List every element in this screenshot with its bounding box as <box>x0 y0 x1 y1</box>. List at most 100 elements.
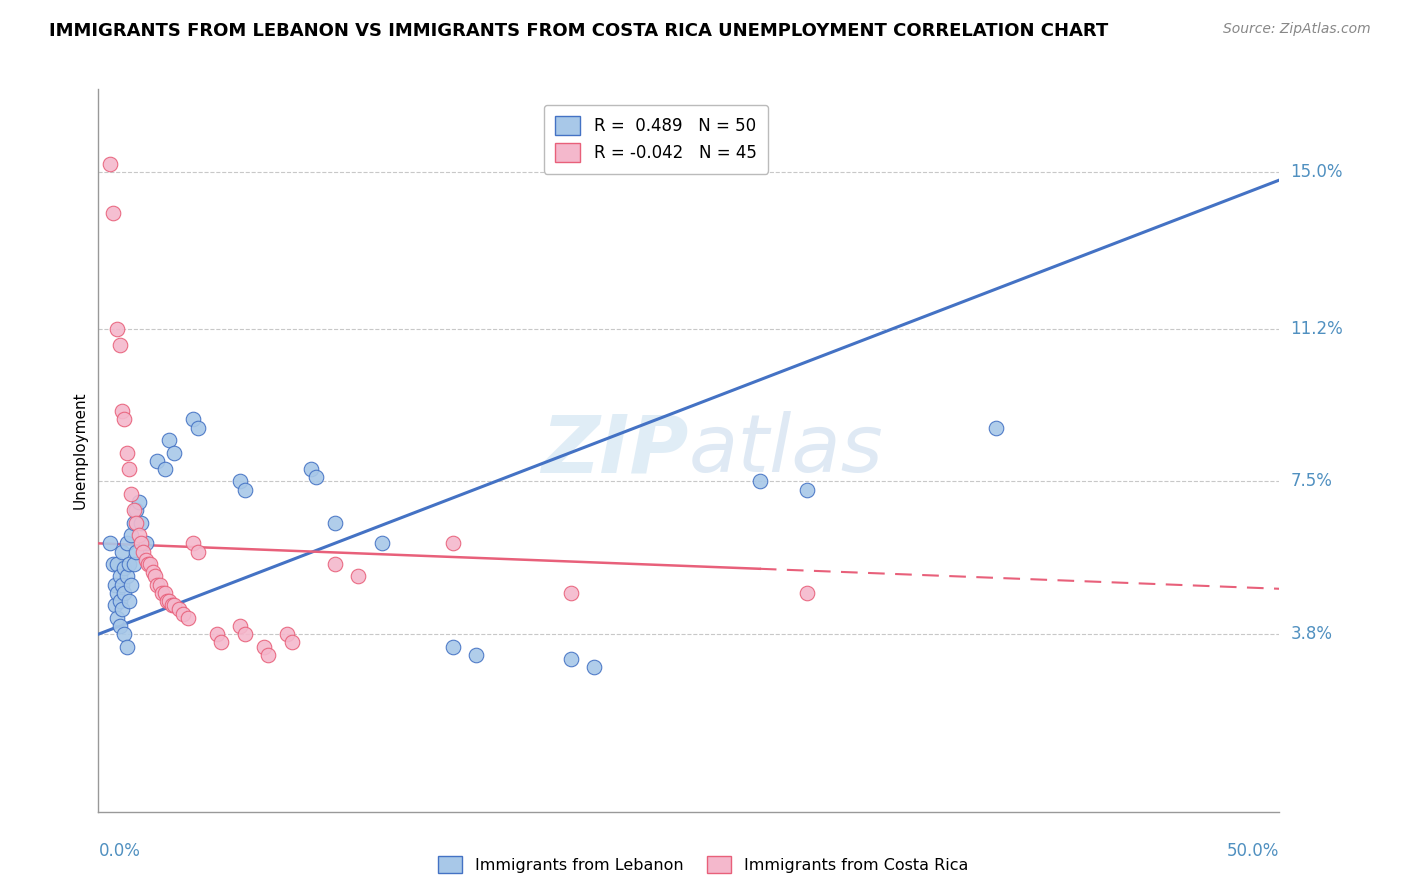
Point <box>149 577 172 591</box>
Point <box>253 640 276 654</box>
Point <box>181 536 204 550</box>
Point <box>181 412 204 426</box>
Point <box>115 569 138 583</box>
Point <box>163 445 186 459</box>
Point <box>112 627 135 641</box>
Text: Source: ZipAtlas.com: Source: ZipAtlas.com <box>1223 22 1371 37</box>
Point <box>560 652 582 666</box>
Point <box>121 577 143 591</box>
Legend: Immigrants from Lebanon, Immigrants from Costa Rica: Immigrants from Lebanon, Immigrants from… <box>432 849 974 880</box>
Point <box>105 610 128 624</box>
Point <box>146 577 169 591</box>
Point <box>121 487 143 501</box>
Point <box>104 599 127 613</box>
Point <box>150 586 173 600</box>
Point <box>748 475 770 489</box>
Point <box>111 602 134 616</box>
Point <box>111 577 134 591</box>
Point <box>167 602 190 616</box>
Point <box>108 338 131 352</box>
Point <box>146 454 169 468</box>
Text: atlas: atlas <box>689 411 884 490</box>
Legend: R =  0.489   N = 50, R = -0.042   N = 45: R = 0.489 N = 50, R = -0.042 N = 45 <box>544 104 768 174</box>
Point <box>299 462 322 476</box>
Point <box>118 594 141 608</box>
Point <box>115 536 138 550</box>
Text: 3.8%: 3.8% <box>1291 625 1333 643</box>
Point <box>111 544 134 558</box>
Point <box>115 445 138 459</box>
Point <box>112 586 135 600</box>
Text: IMMIGRANTS FROM LEBANON VS IMMIGRANTS FROM COSTA RICA UNEMPLOYMENT CORRELATION C: IMMIGRANTS FROM LEBANON VS IMMIGRANTS FR… <box>49 22 1108 40</box>
Point <box>233 627 256 641</box>
Point <box>105 557 128 571</box>
Point <box>132 544 155 558</box>
Point <box>125 516 148 530</box>
Point <box>122 503 145 517</box>
Point <box>101 557 124 571</box>
Point <box>142 566 165 580</box>
Point <box>465 648 488 662</box>
Point <box>122 557 145 571</box>
Point <box>135 553 157 567</box>
Point <box>281 635 304 649</box>
Y-axis label: Unemployment: Unemployment <box>72 392 87 509</box>
Point <box>177 610 200 624</box>
Point <box>153 462 176 476</box>
Point <box>187 421 209 435</box>
Point <box>125 503 148 517</box>
Point <box>796 586 818 600</box>
Point <box>583 660 606 674</box>
Point <box>156 594 179 608</box>
Point <box>129 516 152 530</box>
Point <box>98 156 121 170</box>
Text: 50.0%: 50.0% <box>1227 842 1279 860</box>
Point <box>153 586 176 600</box>
Text: 11.2%: 11.2% <box>1291 319 1343 338</box>
Text: 7.5%: 7.5% <box>1291 473 1333 491</box>
Point <box>136 557 159 571</box>
Point <box>98 536 121 550</box>
Point <box>112 561 135 575</box>
Point <box>323 557 346 571</box>
Point <box>347 569 370 583</box>
Point <box>257 648 280 662</box>
Point <box>143 569 166 583</box>
Point <box>305 470 328 484</box>
Point <box>105 321 128 335</box>
Point <box>122 516 145 530</box>
Point <box>112 412 135 426</box>
Point <box>229 475 252 489</box>
Point <box>101 206 124 220</box>
Point <box>139 557 162 571</box>
Point <box>205 627 228 641</box>
Point <box>108 619 131 633</box>
Point <box>172 607 194 621</box>
Point <box>118 462 141 476</box>
Point <box>125 544 148 558</box>
Point <box>163 599 186 613</box>
Point <box>108 594 131 608</box>
Point <box>796 483 818 497</box>
Point <box>276 627 298 641</box>
Point <box>229 619 252 633</box>
Point <box>209 635 232 649</box>
Point <box>121 528 143 542</box>
Point <box>104 577 127 591</box>
Text: ZIP: ZIP <box>541 411 689 490</box>
Text: 0.0%: 0.0% <box>98 842 141 860</box>
Point <box>129 536 152 550</box>
Point <box>157 594 180 608</box>
Point <box>118 557 141 571</box>
Point <box>984 421 1007 435</box>
Point <box>371 536 394 550</box>
Point <box>233 483 256 497</box>
Text: 15.0%: 15.0% <box>1291 162 1343 181</box>
Point <box>441 536 464 550</box>
Point <box>441 640 464 654</box>
Point <box>128 495 150 509</box>
Point <box>323 516 346 530</box>
Point <box>128 528 150 542</box>
Point <box>135 536 157 550</box>
Point <box>111 404 134 418</box>
